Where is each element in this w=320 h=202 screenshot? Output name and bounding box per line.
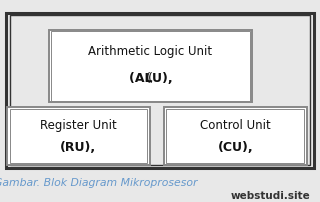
Text: webstudi.site: webstudi.site: [231, 190, 310, 200]
FancyBboxPatch shape: [6, 14, 314, 168]
FancyBboxPatch shape: [10, 16, 310, 166]
Text: (CU),: (CU),: [217, 140, 253, 153]
Text: Register Unit: Register Unit: [40, 118, 117, 131]
FancyBboxPatch shape: [7, 107, 150, 165]
Text: (RU),: (RU),: [60, 140, 96, 153]
Text: (​ALU​),: (​ALU​),: [129, 72, 172, 85]
Text: (: (: [148, 72, 153, 85]
FancyBboxPatch shape: [49, 31, 252, 103]
Text: (: (: [146, 71, 150, 84]
FancyBboxPatch shape: [164, 107, 307, 165]
Text: Arithmetic Logic Unit: Arithmetic Logic Unit: [88, 45, 212, 58]
FancyBboxPatch shape: [166, 109, 304, 164]
FancyBboxPatch shape: [51, 32, 250, 101]
FancyBboxPatch shape: [10, 109, 147, 164]
Text: Gambar. Blok Diagram Mikroprosesor: Gambar. Blok Diagram Mikroprosesor: [0, 177, 198, 187]
Text: Control Unit: Control Unit: [200, 118, 271, 131]
